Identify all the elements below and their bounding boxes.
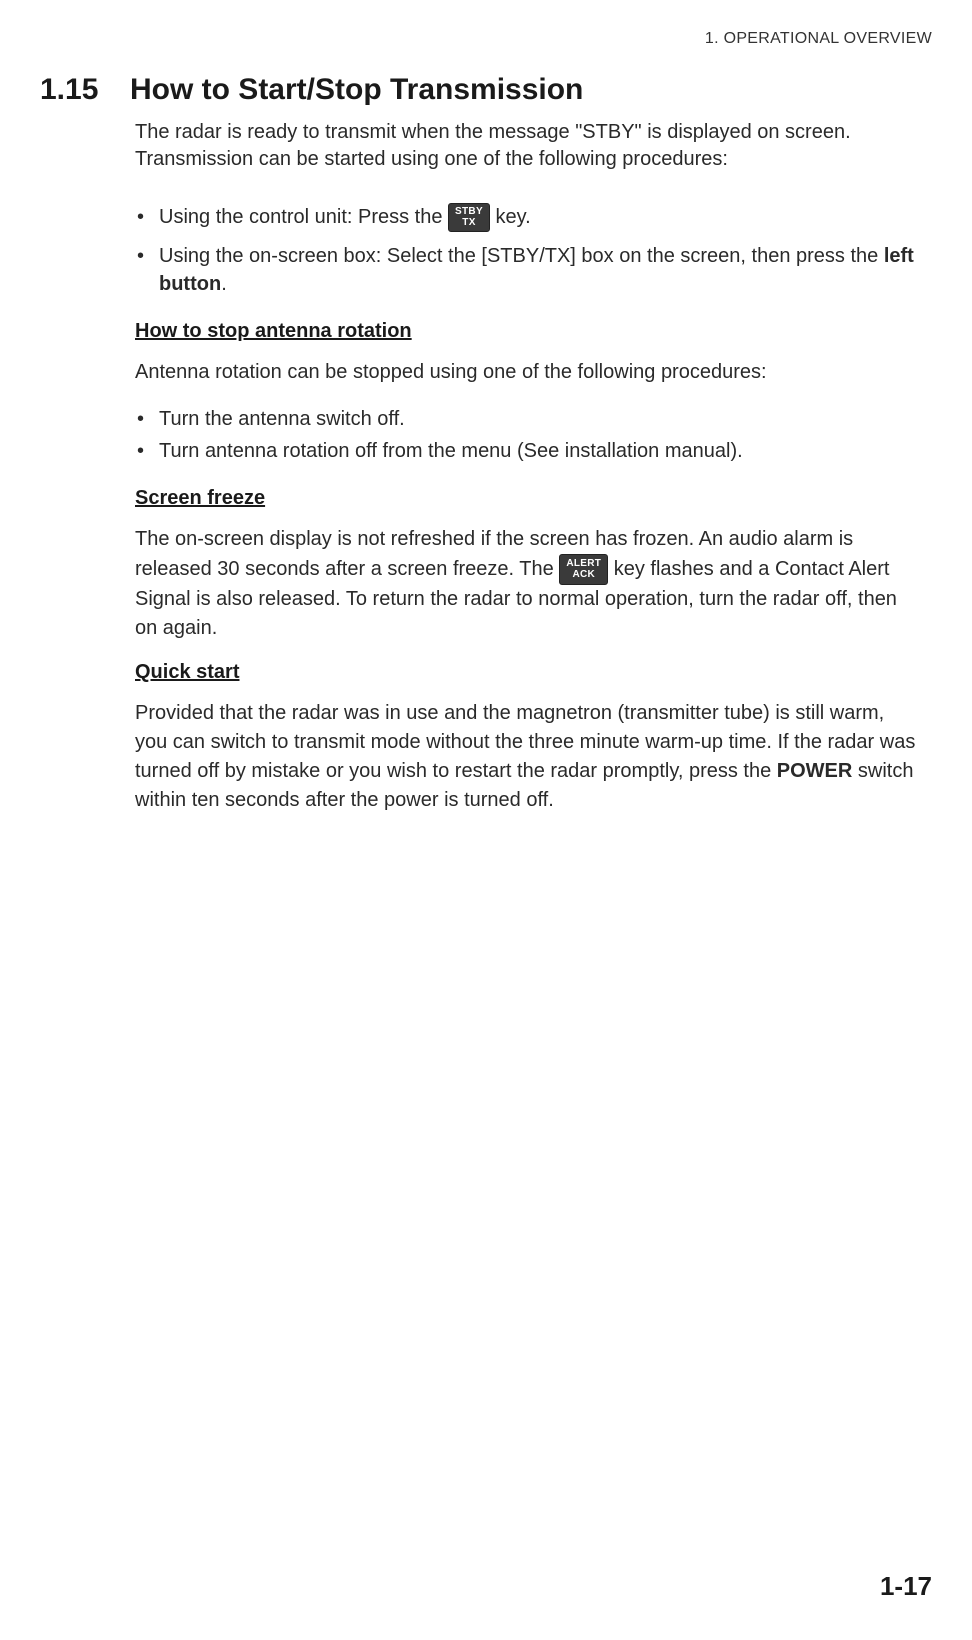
bullet-text-post: . (221, 273, 227, 295)
list-item: Using the on-screen box: Select the [STB… (135, 242, 922, 298)
antenna-bullet-list: Turn the antenna switch off. Turn antenn… (135, 405, 922, 465)
quickstart-text-bold: POWER (777, 760, 853, 782)
alert-ack-key-icon: ALERT ACK (559, 554, 608, 585)
page-number: 1-17 (880, 1571, 932, 1602)
section-heading: 1.15 How to Start/Stop Transmission (40, 73, 932, 107)
stby-tx-key-icon: STBY TX (448, 203, 490, 232)
section-number: 1.15 (40, 73, 102, 107)
bullet-text-pre: Using the on-screen box: Select the [STB… (159, 245, 884, 267)
section-title: How to Start/Stop Transmission (130, 73, 583, 107)
key-label-line2: TX (462, 218, 475, 229)
subheading-antenna: How to stop antenna rotation (135, 320, 922, 343)
antenna-paragraph: Antenna rotation can be stopped using on… (135, 358, 922, 387)
bullet-text-pre: Using the control unit: Press the (159, 206, 448, 228)
subheading-quickstart: Quick start (135, 661, 922, 684)
freeze-paragraph: The on-screen display is not refreshed i… (135, 525, 922, 643)
content-block: The radar is ready to transmit when the … (135, 119, 922, 815)
list-item: Turn antenna rotation off from the menu … (135, 437, 922, 465)
chapter-header: 1. OPERATIONAL OVERVIEW (40, 30, 932, 48)
quickstart-paragraph: Provided that the radar was in use and t… (135, 699, 922, 815)
subheading-freeze: Screen freeze (135, 487, 922, 510)
key-label-line2: ACK (572, 570, 595, 581)
list-item: Turn the antenna switch off. (135, 405, 922, 433)
bullet-text-post: key. (495, 206, 530, 228)
main-bullet-list: Using the control unit: Press the STBY T… (135, 203, 922, 298)
list-item: Using the control unit: Press the STBY T… (135, 203, 922, 232)
intro-paragraph: The radar is ready to transmit when the … (135, 119, 922, 173)
